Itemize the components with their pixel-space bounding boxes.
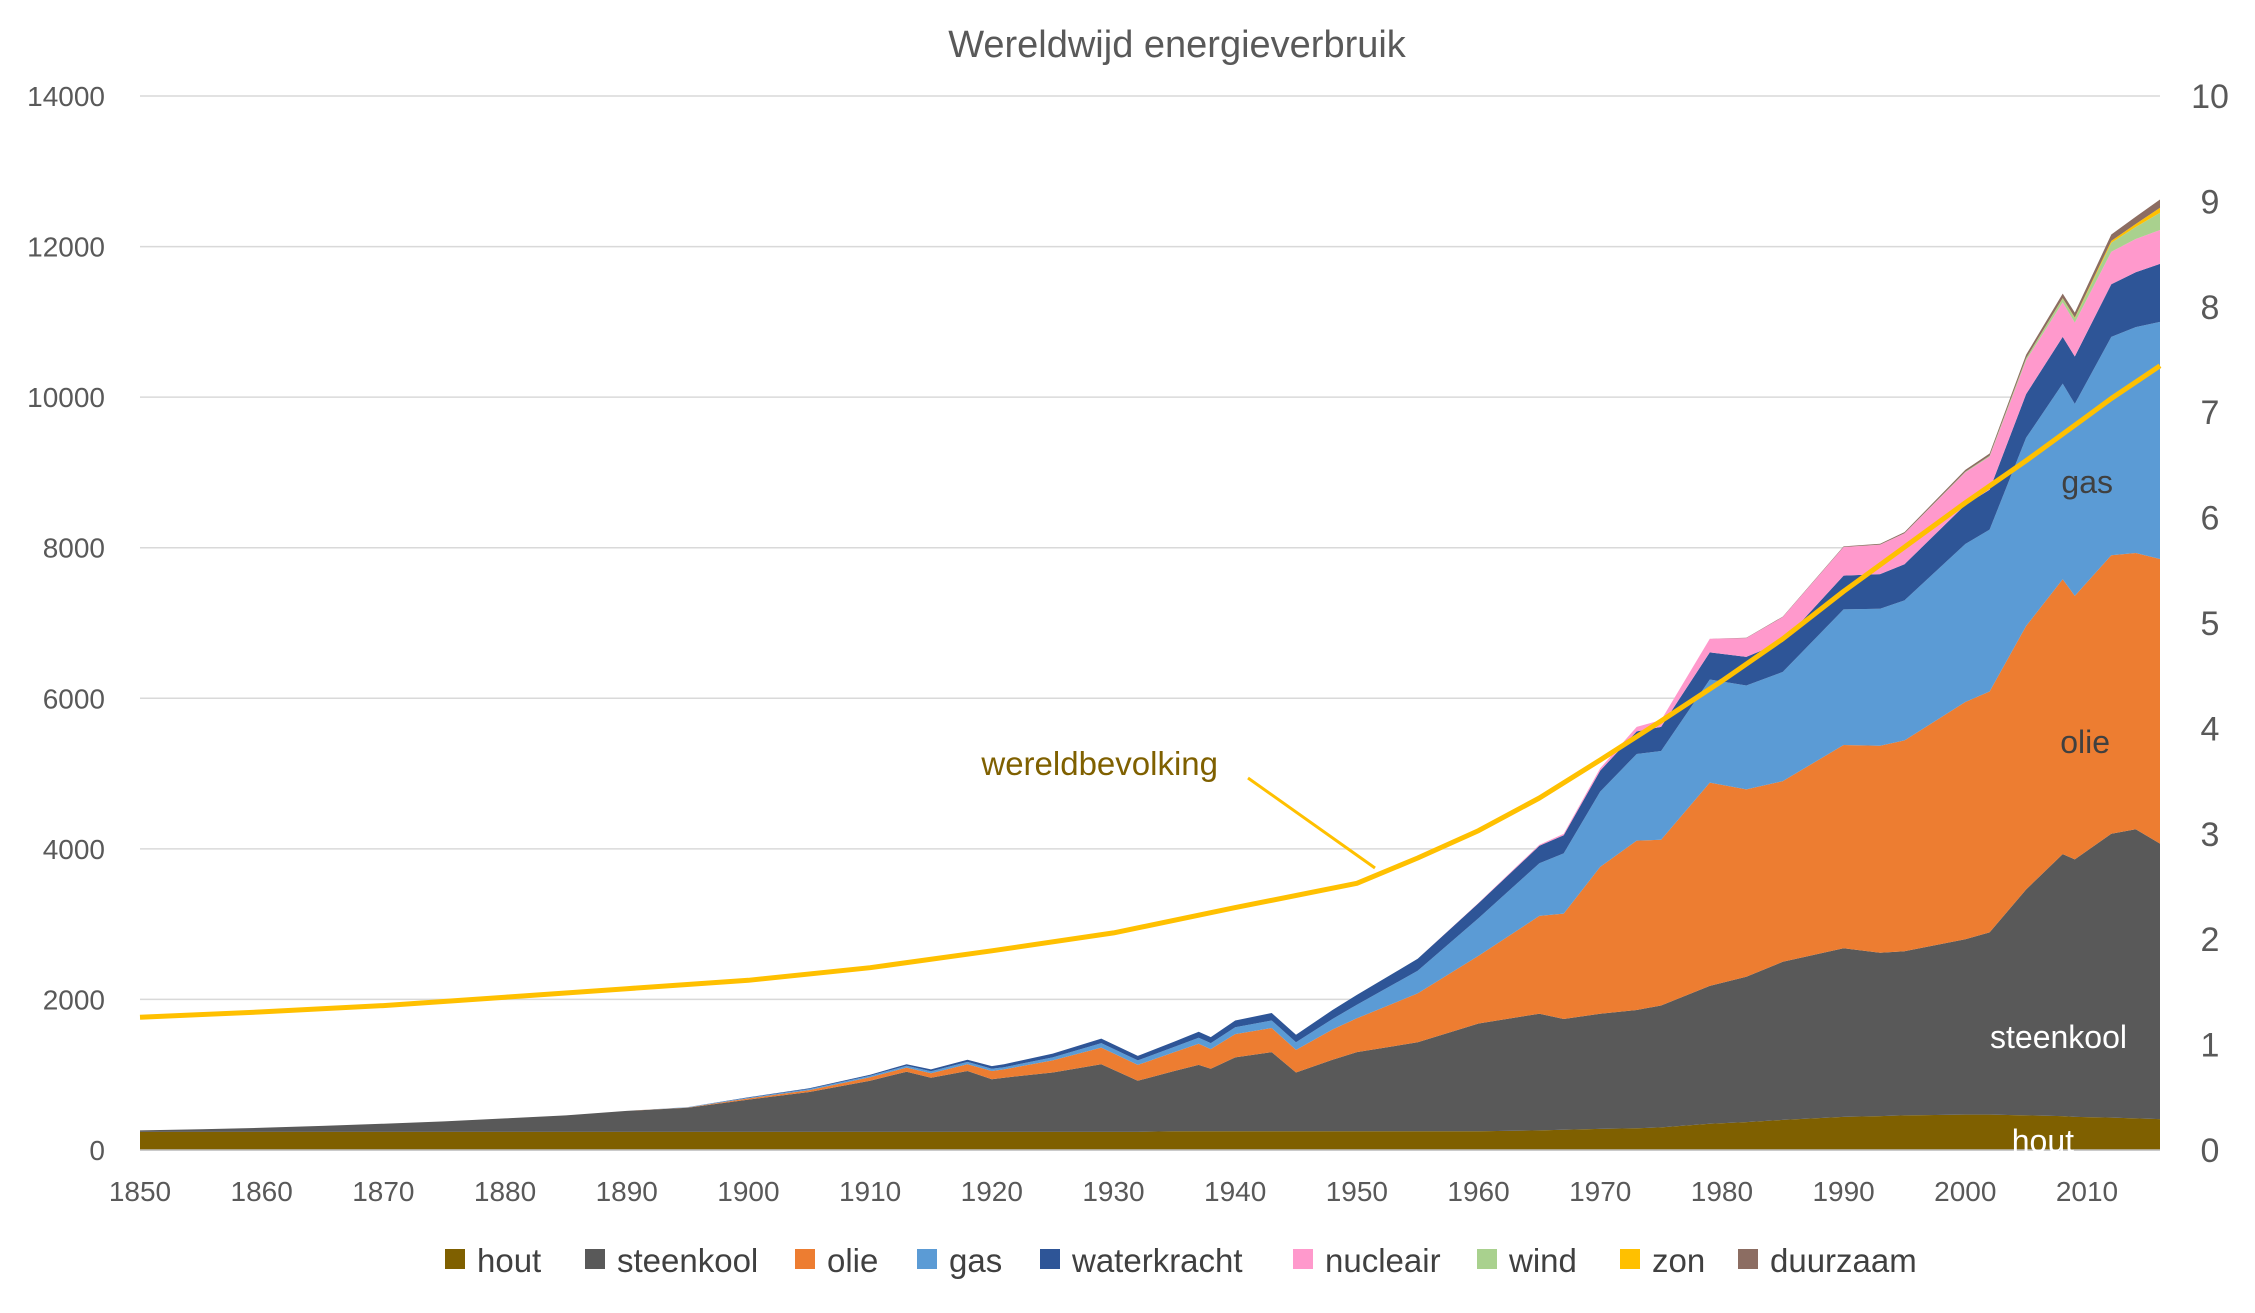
x-tick-label: 1860	[231, 1176, 293, 1207]
x-tick-label: 1870	[352, 1176, 414, 1207]
y2-tick-label: 2	[2201, 921, 2220, 959]
x-tick-label: 2010	[2056, 1176, 2118, 1207]
wereldbevolking-leader-line	[1247, 776, 1376, 870]
x-axis-ticks: 1850 1860 1870 1880 1890 1900 1910 1920 1930 1940…	[109, 1176, 2118, 1207]
x-tick-label: 1910	[839, 1176, 901, 1207]
y-tick-label: 14000	[27, 81, 105, 112]
legend-swatch-hout	[445, 1249, 465, 1269]
legend-label-steenkool: steenkool	[617, 1242, 758, 1279]
y-tick-label: 2000	[43, 984, 105, 1015]
y2-tick-label: 4	[2201, 710, 2220, 748]
legend-label-gas: gas	[949, 1242, 1002, 1279]
x-tick-label: 1890	[596, 1176, 658, 1207]
y-tick-label: 4000	[43, 834, 105, 865]
area-olie	[140, 553, 2160, 1131]
legend-label-hout: hout	[477, 1242, 541, 1279]
y2-tick-label: 0	[2201, 1132, 2220, 1170]
label-gas: gas	[2061, 464, 2113, 500]
legend-label-nucleair: nucleair	[1325, 1242, 1441, 1279]
legend-label-wind: wind	[1508, 1242, 1577, 1279]
y2-tick-label: 6	[2201, 500, 2220, 538]
legend-swatch-wind	[1477, 1249, 1497, 1269]
y2-tick-label: 7	[2201, 394, 2220, 432]
x-tick-label: 2000	[1934, 1176, 1996, 1207]
y2-tick-label: 1	[2201, 1027, 2220, 1065]
y-tick-label: 6000	[43, 683, 105, 714]
stacked-areas	[140, 199, 2160, 1150]
x-tick-label: 1930	[1082, 1176, 1144, 1207]
series-labels: hout steenkool olie gas wereldbevolking	[980, 464, 2127, 1159]
y2-tick-label: 5	[2201, 605, 2220, 643]
legend-swatch-gas	[917, 1249, 937, 1269]
x-tick-label: 1990	[1812, 1176, 1874, 1207]
y2-tick-label: 9	[2201, 183, 2220, 221]
x-tick-label: 1940	[1204, 1176, 1266, 1207]
population-line-layer	[139, 363, 2162, 1020]
legend-swatch-waterkracht	[1040, 1249, 1060, 1269]
y-tick-label: 8000	[43, 533, 105, 564]
legend-label-olie: olie	[827, 1242, 878, 1279]
y2-tick-label: 8	[2201, 289, 2220, 327]
legend: hout steenkool olie gas waterkracht nucleair w…	[445, 1242, 1917, 1279]
area-steenkool	[140, 829, 2160, 1132]
legend-swatch-olie	[795, 1249, 815, 1269]
x-tick-label: 1950	[1326, 1176, 1388, 1207]
y2-tick-label: 3	[2201, 816, 2220, 854]
x-tick-label: 1960	[1447, 1176, 1509, 1207]
x-tick-label: 1850	[109, 1176, 171, 1207]
label-wereldbevolking: wereldbevolking	[980, 745, 1218, 782]
legend-swatch-duurzaam	[1738, 1249, 1758, 1269]
label-steenkool: steenkool	[1990, 1019, 2127, 1055]
label-olie: olie	[2060, 724, 2110, 760]
left-axis-ticks: 0 2000 4000 6000 8000 10000 12000 14000	[27, 81, 105, 1166]
legend-swatch-nucleair	[1293, 1249, 1313, 1269]
x-tick-label: 1980	[1691, 1176, 1753, 1207]
x-tick-label: 1920	[961, 1176, 1023, 1207]
label-hout: hout	[2012, 1123, 2074, 1159]
y2-tick-label: 10	[2191, 78, 2229, 116]
x-tick-label: 1970	[1569, 1176, 1631, 1207]
legend-label-duurzaam: duurzaam	[1770, 1242, 1917, 1279]
area-gas	[140, 321, 2160, 1131]
y-tick-label: 12000	[27, 232, 105, 263]
y-tick-label: 10000	[27, 382, 105, 413]
chart-title: Wereldwijd energieverbruik	[948, 24, 1407, 66]
legend-label-waterkracht: waterkracht	[1071, 1242, 1243, 1279]
legend-label-zon: zon	[1652, 1242, 1705, 1279]
y-tick-label: 0	[89, 1135, 105, 1166]
legend-swatch-zon	[1620, 1249, 1640, 1269]
area-hout	[140, 1114, 2160, 1150]
population-line	[139, 363, 2162, 1020]
legend-swatch-steenkool	[585, 1249, 605, 1269]
x-tick-label: 1880	[474, 1176, 536, 1207]
right-axis-ticks: 0 1 2 3 4 5 6 7 8 9 10	[2191, 78, 2229, 1170]
x-tick-label: 1900	[717, 1176, 779, 1207]
